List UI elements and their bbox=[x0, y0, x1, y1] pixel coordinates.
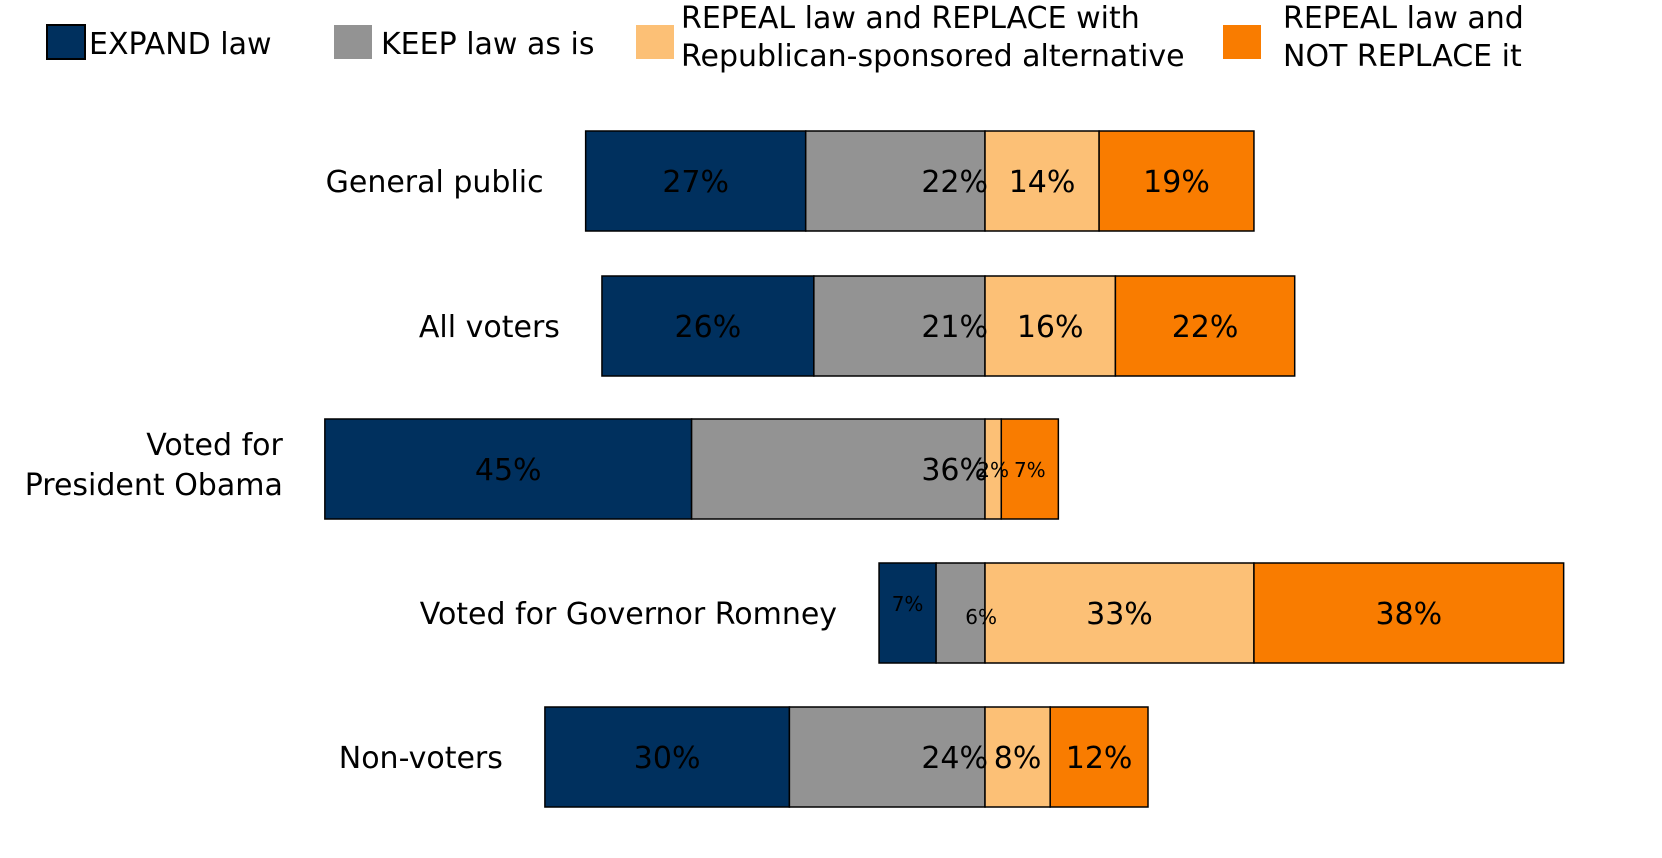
category-label-voted-for-governor-romney: Voted for Governor Romney bbox=[420, 597, 837, 632]
bar-general-public-keep-law-as-is bbox=[804, 130, 986, 232]
legend-keep-law-as-is-label: KEEP law as is bbox=[381, 27, 595, 62]
category-label-voted-for-president-obama: Voted for President Obama bbox=[25, 428, 284, 503]
data-label-non-voters-expand-law: 30% bbox=[634, 741, 701, 776]
bar-voted-for-president-obama-keep-law-as-is bbox=[690, 418, 986, 520]
bar-non-voters-keep-law-as-is bbox=[788, 706, 986, 808]
bar-voted-for-governor-romney-repeal-law-and-replace-with bbox=[984, 562, 1255, 664]
legend-repeal-law-and-replace-with-swatch bbox=[636, 25, 674, 59]
legend-repeal-law-and-swatch bbox=[1223, 25, 1261, 59]
data-label-voted-for-governor-romney-keep-law-as-is: 6% bbox=[965, 605, 997, 629]
bar-all-voters-repeal-law-and bbox=[1114, 275, 1296, 377]
data-label-non-voters-keep-law-as-is: 24% bbox=[921, 741, 988, 776]
legend-expand-law-label: EXPAND law bbox=[89, 27, 272, 62]
data-label-general-public-keep-law-as-is: 22% bbox=[921, 165, 988, 200]
legend-keep-law-as-is-swatch bbox=[334, 25, 372, 59]
bar-all-voters-repeal-law-and-replace-with bbox=[984, 275, 1117, 377]
data-label-voted-for-president-obama-repeal-law-and: 7% bbox=[1014, 458, 1046, 482]
data-label-general-public-expand-law: 27% bbox=[662, 165, 729, 200]
data-label-all-voters-repeal-law-and: 22% bbox=[1172, 310, 1239, 345]
data-label-all-voters-expand-law: 26% bbox=[675, 310, 742, 345]
legend: EXPAND law KEEP law as is REPEAL law and R… bbox=[46, 1, 1524, 74]
data-label-voted-for-governor-romney-repeal-law-and: 38% bbox=[1375, 597, 1442, 632]
legend-repeal-law-and-label: REPEAL law and NOT REPLACE it bbox=[1283, 1, 1524, 74]
data-label-general-public-repeal-law-and: 19% bbox=[1143, 165, 1210, 200]
legend-expand-law-swatch bbox=[46, 24, 86, 60]
data-label-all-voters-keep-law-as-is: 21% bbox=[921, 310, 988, 345]
data-labels: 27% 22% 14% 19%26% 21% 16% 22%45% 36%2% 7%7%6% 33… bbox=[475, 165, 1442, 776]
category-labels: General public All voters Voted for Preside… bbox=[25, 165, 837, 776]
bar-voted-for-governor-romney-expand-law bbox=[878, 562, 937, 664]
bar-all-voters-keep-law-as-is bbox=[813, 275, 986, 377]
data-label-non-voters-repeal-law-and: 12% bbox=[1066, 741, 1133, 776]
bar-general-public-repeal-law-and bbox=[1098, 130, 1255, 232]
bar-voted-for-governor-romney-keep-law-as-is bbox=[935, 562, 986, 664]
bar-general-public-expand-law bbox=[584, 130, 807, 232]
data-label-voted-for-governor-romney-expand-law: 7% bbox=[892, 592, 924, 616]
data-label-all-voters-repeal-law-and-replace-with: 16% bbox=[1017, 310, 1084, 345]
data-label-general-public-repeal-law-and-replace-with: 14% bbox=[1009, 165, 1076, 200]
data-label-voted-for-governor-romney-repeal-law-and-replace-with: 33% bbox=[1086, 597, 1153, 632]
bar-voted-for-president-obama-repeal-law-and bbox=[1000, 418, 1060, 520]
category-label-all-voters: All voters bbox=[419, 310, 560, 345]
bar-voted-for-governor-romney-repeal-law-and bbox=[1253, 562, 1565, 664]
bar-non-voters-repeal-law-and bbox=[1049, 706, 1149, 808]
bars bbox=[324, 130, 1565, 808]
data-label-voted-for-president-obama-repeal-law-and-replace-with: 2% bbox=[977, 458, 1009, 482]
category-label-general-public: General public bbox=[326, 165, 544, 200]
data-label-voted-for-president-obama-keep-law-as-is: 36% bbox=[921, 453, 988, 488]
bar-general-public-repeal-law-and-replace-with bbox=[984, 130, 1100, 232]
category-label-non-voters: Non-voters bbox=[339, 741, 503, 776]
data-label-voted-for-president-obama-expand-law: 45% bbox=[475, 453, 542, 488]
data-label-non-voters-repeal-law-and-replace-with: 8% bbox=[994, 741, 1042, 776]
legend-repeal-law-and-replace-with-label: REPEAL law and REPLACE with Republican-sp… bbox=[681, 1, 1185, 74]
bar-non-voters-expand-law bbox=[544, 706, 791, 808]
